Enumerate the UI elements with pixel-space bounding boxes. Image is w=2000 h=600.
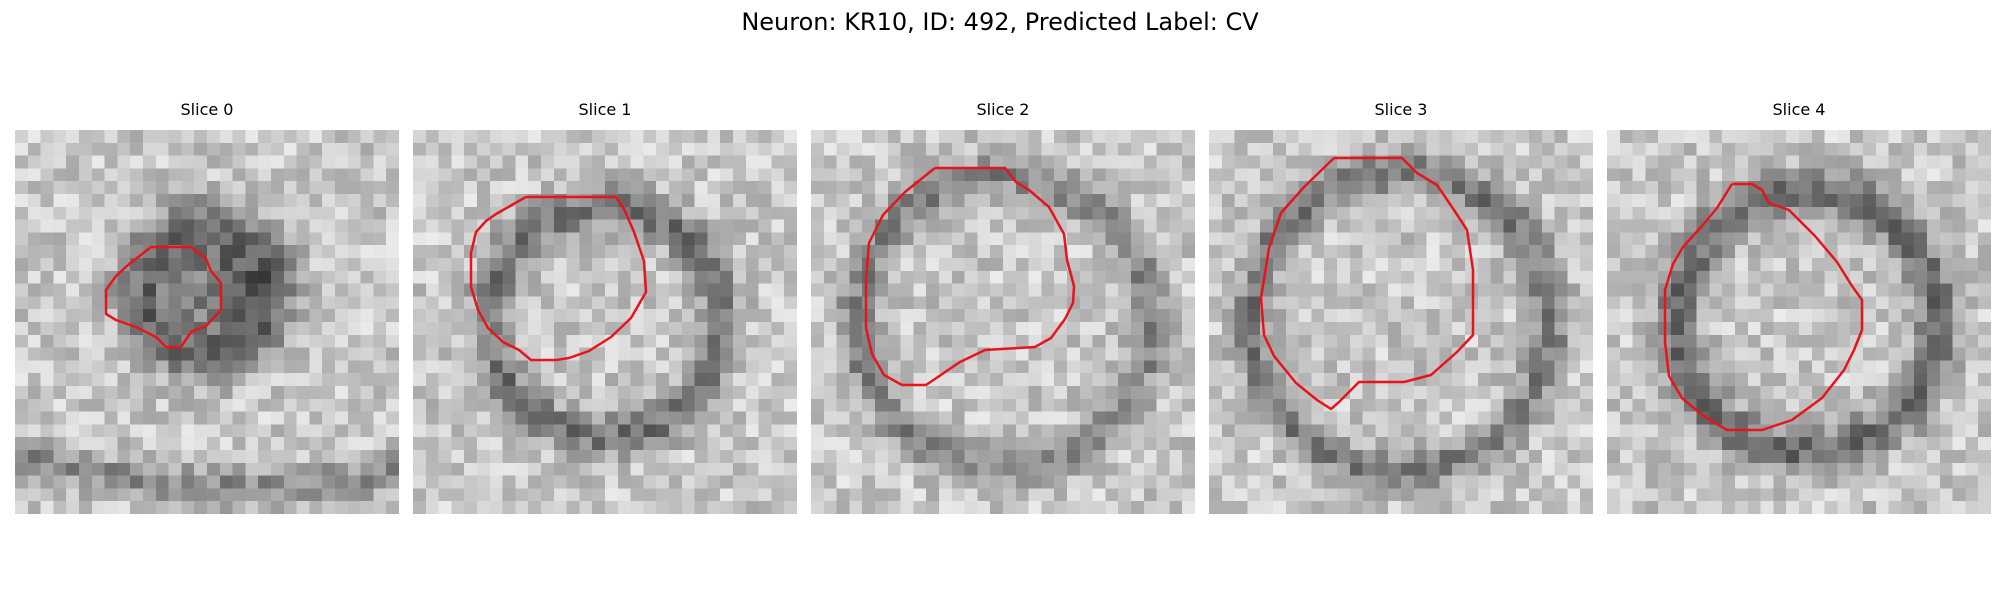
roi-contour	[1663, 182, 1864, 432]
slice-title: Slice 0	[180, 100, 234, 119]
roi-contour	[864, 166, 1076, 387]
slice-image	[811, 130, 1195, 514]
slice-title: Slice 1	[578, 100, 632, 119]
slice-image	[1209, 130, 1593, 514]
slice-title: Slice 4	[1772, 100, 1826, 119]
slice-image	[1607, 130, 1991, 514]
roi-contour	[469, 195, 648, 362]
slice-image	[413, 130, 797, 514]
slice-panel-4: Slice 4	[1607, 100, 1991, 514]
figure-title: Neuron: KR10, ID: 492, Predicted Label: …	[741, 8, 1259, 36]
slice-panel-1: Slice 1	[413, 100, 797, 514]
roi-contour	[104, 245, 223, 349]
slice-image	[15, 130, 399, 514]
slice-title: Slice 3	[1374, 100, 1428, 119]
slice-panel-3: Slice 3	[1209, 100, 1593, 514]
slice-title: Slice 2	[976, 100, 1030, 119]
slice-panel-0: Slice 0	[15, 100, 399, 514]
roi-contour	[1259, 156, 1475, 411]
slice-panel-2: Slice 2	[811, 100, 1195, 514]
